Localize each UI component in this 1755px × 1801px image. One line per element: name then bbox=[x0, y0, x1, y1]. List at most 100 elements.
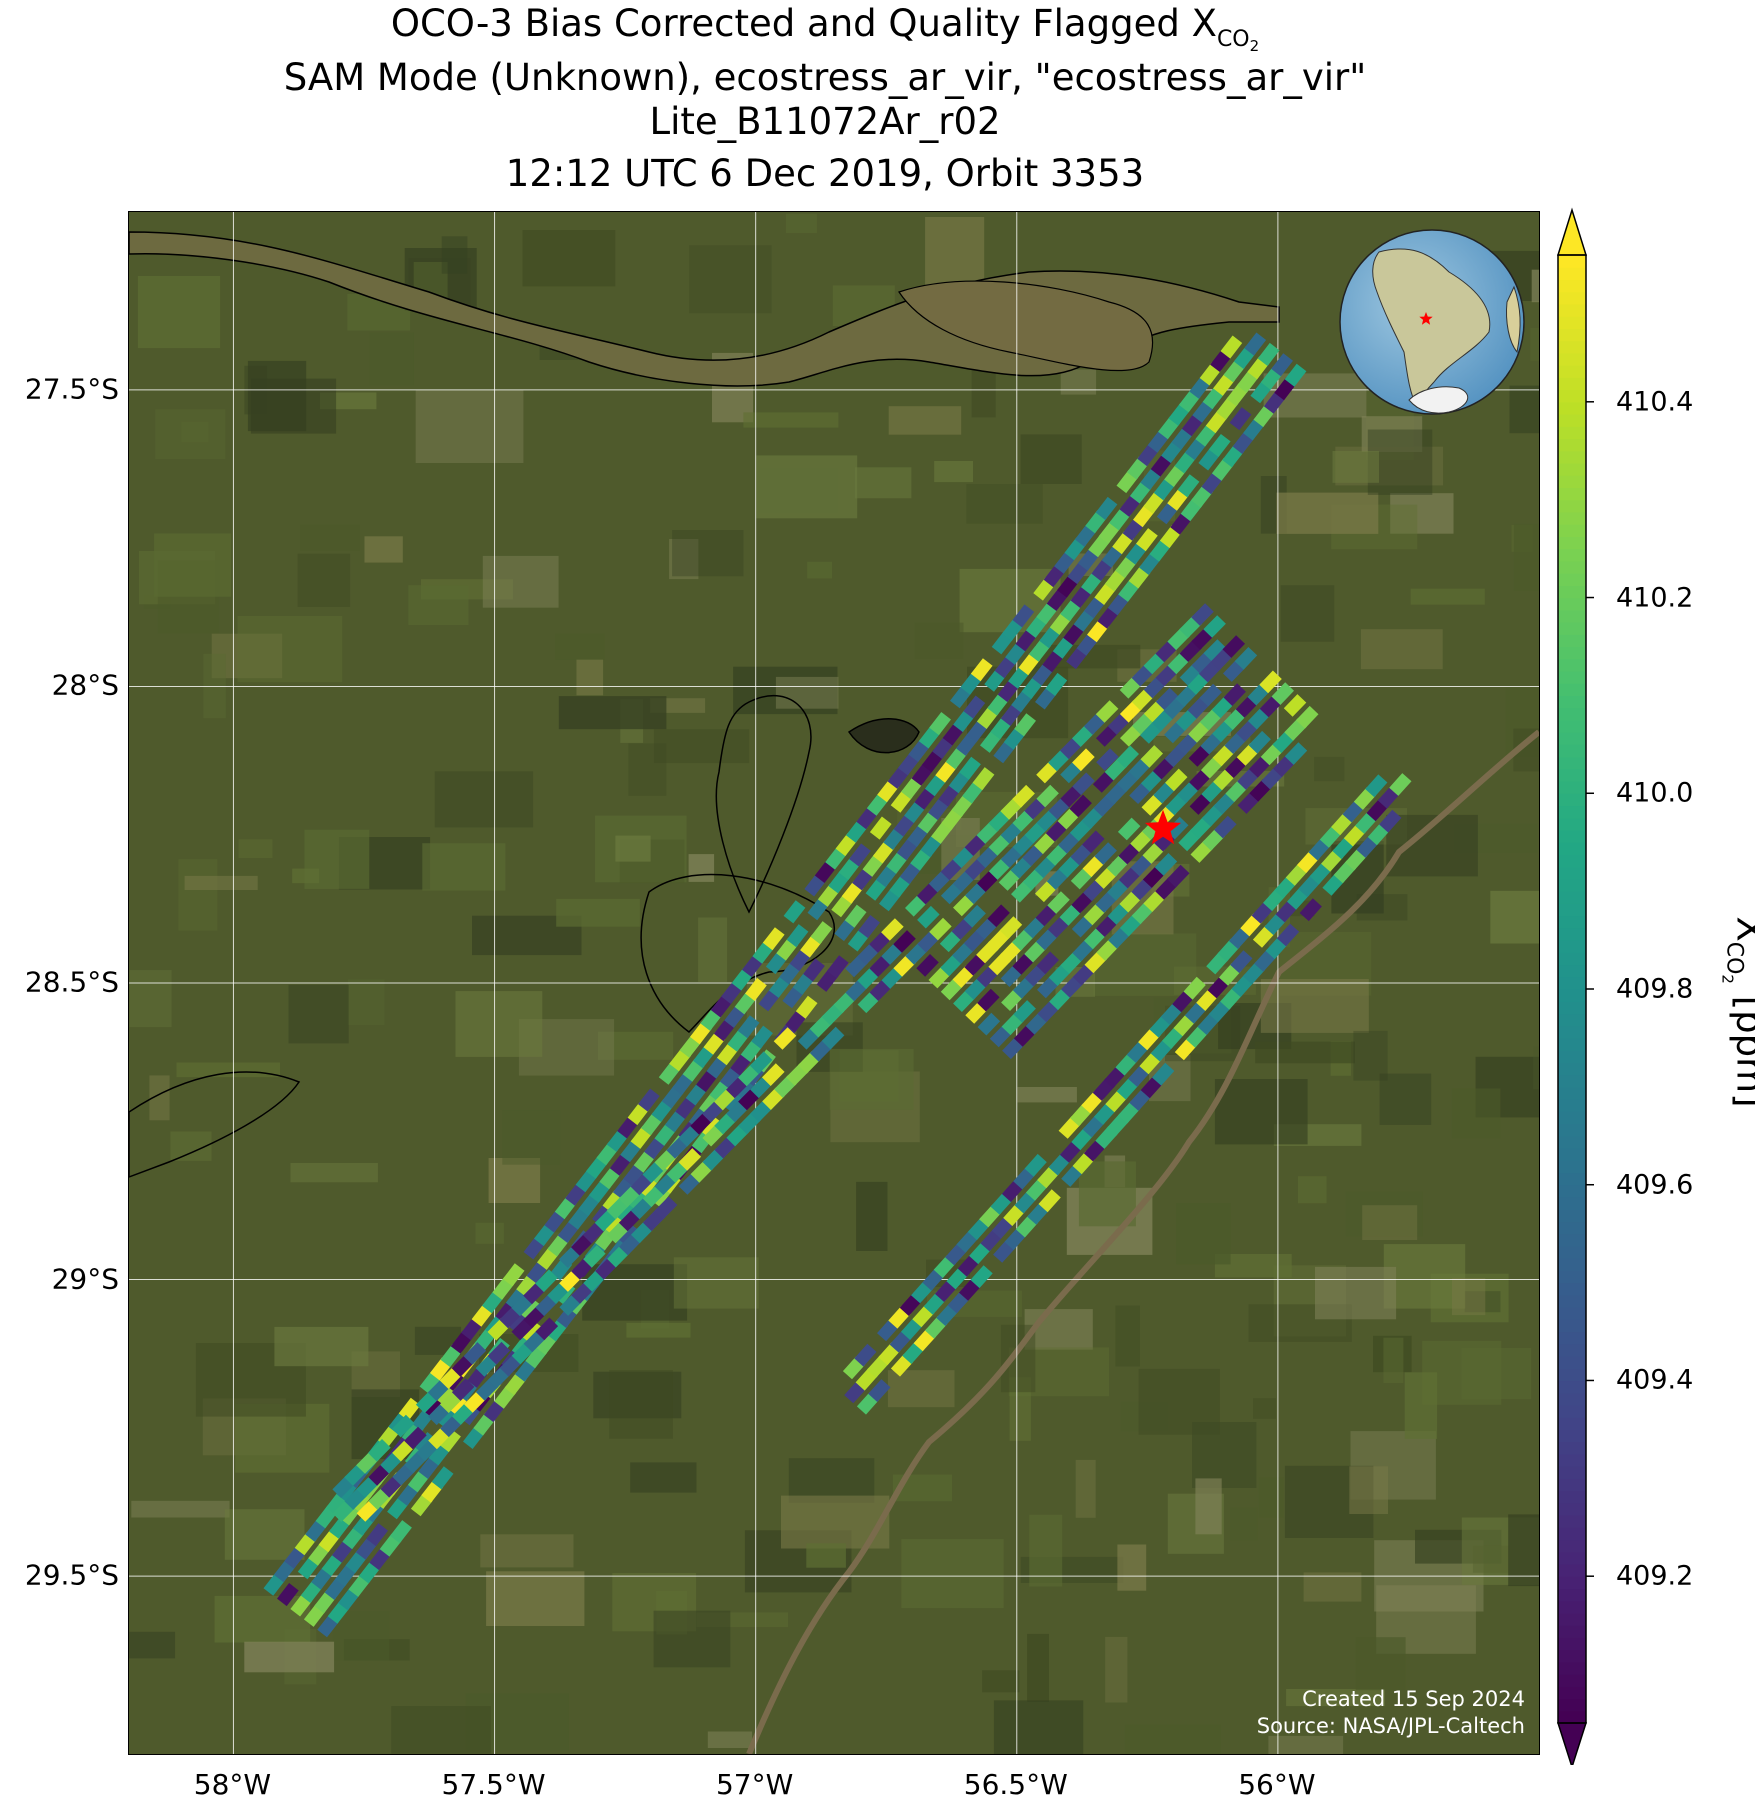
xco2-sounding bbox=[869, 816, 892, 840]
xco2-sounding bbox=[451, 1378, 475, 1401]
terrain-patch bbox=[434, 771, 534, 828]
terrain-patch bbox=[1260, 979, 1369, 1033]
terrain-patch bbox=[364, 536, 403, 563]
xco2-sounding bbox=[977, 988, 1000, 1012]
terrain-patch bbox=[1513, 523, 1539, 591]
terrain-patch bbox=[785, 213, 817, 234]
colorbar-cell bbox=[1558, 1258, 1586, 1271]
colorbar-cell bbox=[1558, 1710, 1586, 1724]
terrain-patch bbox=[593, 1371, 682, 1419]
colorbar-cell bbox=[1558, 915, 1586, 929]
xco2-sounding bbox=[398, 1397, 421, 1421]
terrain-patch bbox=[1124, 1724, 1221, 1754]
colorbar-cell bbox=[1558, 1563, 1586, 1577]
terrain-patch bbox=[1490, 890, 1539, 944]
colorbar-cell bbox=[1558, 1588, 1586, 1602]
colorbar-tick-label: 409.4 bbox=[1616, 1364, 1694, 1396]
terrain-patch bbox=[1383, 1337, 1404, 1383]
xco2-sounding bbox=[535, 1269, 558, 1293]
xco2-sounding bbox=[821, 1026, 845, 1050]
colorbar-cell bbox=[1558, 1074, 1586, 1088]
xco2-sounding bbox=[810, 921, 833, 945]
xco2-sounding bbox=[917, 905, 940, 929]
colorbar-cell bbox=[1558, 793, 1586, 807]
xco2-sounding bbox=[1154, 853, 1178, 876]
colorbar-extend-min bbox=[1556, 1722, 1588, 1765]
terrain-patch bbox=[522, 230, 616, 287]
y-tick-label: 27.5°S bbox=[24, 372, 119, 406]
colorbar-cell bbox=[1558, 524, 1586, 537]
colorbar-cell bbox=[1558, 1674, 1586, 1687]
x-tick-label: 58°W bbox=[193, 1768, 272, 1801]
terrain-patch bbox=[971, 366, 996, 418]
xco2-sounding bbox=[762, 927, 785, 951]
xco2-sounding bbox=[638, 1088, 660, 1112]
xco2-sounding bbox=[1271, 682, 1294, 705]
terrain-patch bbox=[300, 524, 360, 551]
y-tick-label: 29.5°S bbox=[24, 1558, 119, 1592]
terrain-patch bbox=[887, 1370, 955, 1408]
xco2-sounding bbox=[1095, 496, 1118, 520]
terrain-patch bbox=[1075, 1459, 1096, 1518]
colorbar-cell bbox=[1558, 719, 1586, 733]
terrain-patch bbox=[297, 553, 351, 607]
credit-created: Created 15 Sep 2024 bbox=[1302, 1687, 1525, 1711]
terrain-patch bbox=[391, 1706, 491, 1754]
colorbar bbox=[1556, 207, 1594, 1765]
terrain-patch bbox=[488, 1158, 541, 1203]
colorbar-cell bbox=[1558, 511, 1586, 525]
xco2-sounding bbox=[678, 1148, 702, 1171]
colorbar-cell bbox=[1558, 499, 1586, 513]
xco2-sounding bbox=[1284, 742, 1308, 765]
colorbar-cell bbox=[1558, 964, 1586, 978]
colorbar-cell bbox=[1558, 1013, 1586, 1027]
terrain-patch bbox=[1195, 1478, 1222, 1535]
xco2-sounding bbox=[795, 995, 818, 1019]
terrain-patch bbox=[1297, 1176, 1327, 1204]
xco2-sounding bbox=[366, 1523, 388, 1547]
xco2-sounding bbox=[1177, 474, 1200, 498]
xco2-soundings bbox=[263, 332, 1412, 1638]
terrain-patch bbox=[689, 245, 772, 314]
terrain-patch bbox=[1531, 269, 1539, 303]
xco2-sounding bbox=[431, 1466, 454, 1490]
xco2-sounding bbox=[1248, 730, 1271, 754]
xco2-sounding bbox=[1082, 830, 1105, 854]
terrain-patch bbox=[247, 360, 307, 432]
colorbar-cell bbox=[1558, 255, 1586, 268]
colorbar-cell bbox=[1558, 1368, 1586, 1382]
colorbar-cell bbox=[1558, 683, 1586, 696]
xco2-sounding bbox=[1271, 353, 1293, 377]
terrain-patch bbox=[696, 1612, 788, 1628]
xco2-sounding bbox=[970, 658, 993, 682]
colorbar-cell bbox=[1558, 1307, 1586, 1320]
colorbar-cell bbox=[1558, 316, 1586, 329]
xco2-sounding bbox=[502, 1263, 525, 1287]
colorbar-cell bbox=[1558, 1515, 1586, 1528]
terrain-patch bbox=[178, 859, 218, 931]
terrain-patch bbox=[1530, 328, 1539, 361]
terrain-patch bbox=[1383, 1244, 1466, 1309]
colorbar-cell bbox=[1558, 1282, 1586, 1296]
map-panel[interactable]: Created 15 Sep 2024 Source: NASA/JPL-Cal… bbox=[128, 211, 1540, 1755]
xco2-sounding bbox=[1094, 842, 1117, 865]
xco2-sounding bbox=[392, 1414, 415, 1438]
colorbar-cell bbox=[1558, 548, 1586, 562]
terrain-patch bbox=[688, 854, 715, 882]
y-tick-label: 28.5°S bbox=[24, 965, 119, 999]
xco2-sounding bbox=[1117, 817, 1141, 841]
terrain-patch bbox=[155, 409, 226, 459]
terrain-patch bbox=[244, 1641, 335, 1673]
terrain-patch bbox=[806, 1543, 846, 1568]
xco2-sounding bbox=[1299, 898, 1322, 922]
colorbar-cell bbox=[1558, 536, 1586, 550]
colorbar-cell bbox=[1558, 744, 1586, 758]
colorbar-cell bbox=[1558, 866, 1586, 880]
terrain-patch bbox=[672, 530, 744, 577]
xco2-sounding bbox=[963, 904, 986, 928]
terrain-patch bbox=[673, 1257, 759, 1309]
terrain-patch bbox=[914, 622, 964, 659]
colorbar-cell bbox=[1558, 1294, 1586, 1308]
colorbar-cell bbox=[1558, 891, 1586, 904]
terrain-patch bbox=[856, 1181, 888, 1251]
